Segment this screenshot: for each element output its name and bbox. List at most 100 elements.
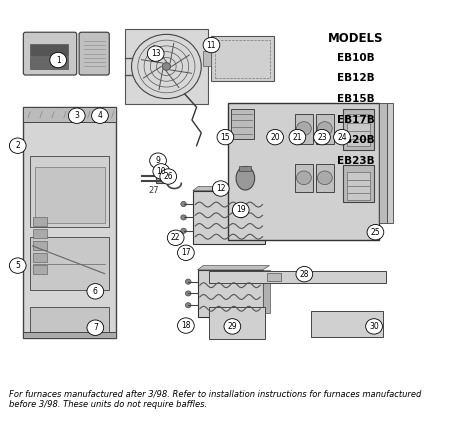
Bar	[295, 114, 313, 143]
Bar	[346, 114, 370, 146]
Ellipse shape	[236, 166, 255, 190]
Circle shape	[9, 258, 26, 273]
Circle shape	[318, 122, 332, 135]
Bar	[316, 114, 334, 143]
Bar	[387, 103, 392, 223]
Bar	[209, 271, 386, 283]
Circle shape	[181, 228, 186, 233]
Circle shape	[365, 319, 383, 334]
Text: 5: 5	[15, 261, 20, 270]
Bar	[209, 307, 265, 339]
Text: 26: 26	[164, 172, 173, 181]
Bar	[30, 237, 109, 290]
Bar	[30, 307, 109, 335]
Bar	[228, 103, 379, 240]
Circle shape	[217, 129, 234, 145]
Circle shape	[9, 138, 26, 153]
Circle shape	[203, 37, 220, 53]
Circle shape	[160, 169, 177, 184]
Text: before 3/98. These units do not require baffles.: before 3/98. These units do not require …	[9, 400, 208, 409]
Bar	[30, 58, 68, 69]
FancyBboxPatch shape	[79, 32, 109, 75]
Text: 23: 23	[317, 133, 327, 142]
Text: 17: 17	[181, 248, 191, 257]
Bar	[33, 229, 46, 238]
Circle shape	[178, 318, 194, 333]
Bar	[193, 191, 265, 244]
Circle shape	[185, 291, 191, 296]
Circle shape	[334, 129, 350, 145]
Circle shape	[162, 62, 171, 70]
Bar	[211, 37, 274, 81]
Circle shape	[153, 164, 170, 179]
Bar	[33, 217, 46, 225]
Text: EB10B: EB10B	[337, 53, 374, 63]
Text: 30: 30	[369, 322, 379, 331]
Text: 21: 21	[292, 133, 302, 142]
Text: 4: 4	[98, 111, 102, 120]
Text: 18: 18	[181, 321, 191, 330]
Text: EB12B: EB12B	[337, 73, 374, 83]
Bar	[316, 164, 334, 192]
Text: 12: 12	[216, 184, 226, 193]
Bar	[33, 253, 46, 262]
Bar	[346, 172, 370, 200]
Bar	[23, 107, 116, 122]
Circle shape	[181, 201, 186, 207]
Bar	[311, 312, 383, 337]
Circle shape	[314, 129, 330, 145]
Text: 19: 19	[236, 205, 246, 215]
Text: EB23B: EB23B	[337, 156, 374, 166]
Text: EB20B: EB20B	[337, 135, 374, 145]
Circle shape	[318, 171, 332, 185]
Circle shape	[167, 230, 184, 246]
Circle shape	[181, 215, 186, 220]
Bar	[263, 270, 270, 313]
Circle shape	[150, 153, 166, 168]
Circle shape	[185, 279, 191, 284]
Bar	[33, 241, 46, 250]
Polygon shape	[193, 186, 272, 191]
Circle shape	[50, 52, 66, 68]
Bar	[198, 270, 263, 317]
Bar	[239, 166, 251, 170]
Text: 3: 3	[74, 111, 79, 120]
Text: 27: 27	[148, 186, 159, 195]
Circle shape	[267, 129, 283, 145]
Bar	[215, 40, 271, 78]
Text: 1: 1	[56, 55, 61, 65]
Text: EB15B: EB15B	[337, 94, 374, 104]
Bar	[379, 103, 387, 223]
Circle shape	[289, 129, 306, 145]
Bar	[267, 273, 281, 281]
Bar	[203, 51, 211, 66]
Circle shape	[185, 303, 191, 308]
Circle shape	[87, 284, 104, 299]
Bar	[35, 167, 105, 223]
FancyBboxPatch shape	[23, 32, 77, 75]
Bar	[295, 164, 313, 192]
Circle shape	[296, 267, 313, 282]
Text: 13: 13	[151, 49, 161, 58]
Text: 6: 6	[93, 287, 98, 296]
Bar	[33, 265, 46, 274]
Circle shape	[367, 225, 384, 240]
Text: 22: 22	[171, 233, 181, 242]
Bar	[30, 156, 109, 227]
Bar	[23, 332, 116, 338]
Circle shape	[178, 245, 194, 260]
Circle shape	[87, 320, 104, 336]
Bar	[125, 29, 208, 104]
Polygon shape	[198, 266, 270, 270]
Circle shape	[212, 181, 229, 196]
Text: 20: 20	[270, 133, 280, 142]
Bar	[23, 107, 116, 338]
Text: 7: 7	[93, 323, 98, 332]
Circle shape	[296, 171, 311, 185]
Text: 28: 28	[300, 270, 309, 279]
Circle shape	[232, 202, 249, 218]
Text: 24: 24	[337, 133, 347, 142]
Text: 25: 25	[371, 228, 380, 237]
Text: 2: 2	[15, 141, 20, 150]
Text: For furnaces manufactured after 3/98. Refer to installation instructions for fur: For furnaces manufactured after 3/98. Re…	[9, 390, 422, 399]
